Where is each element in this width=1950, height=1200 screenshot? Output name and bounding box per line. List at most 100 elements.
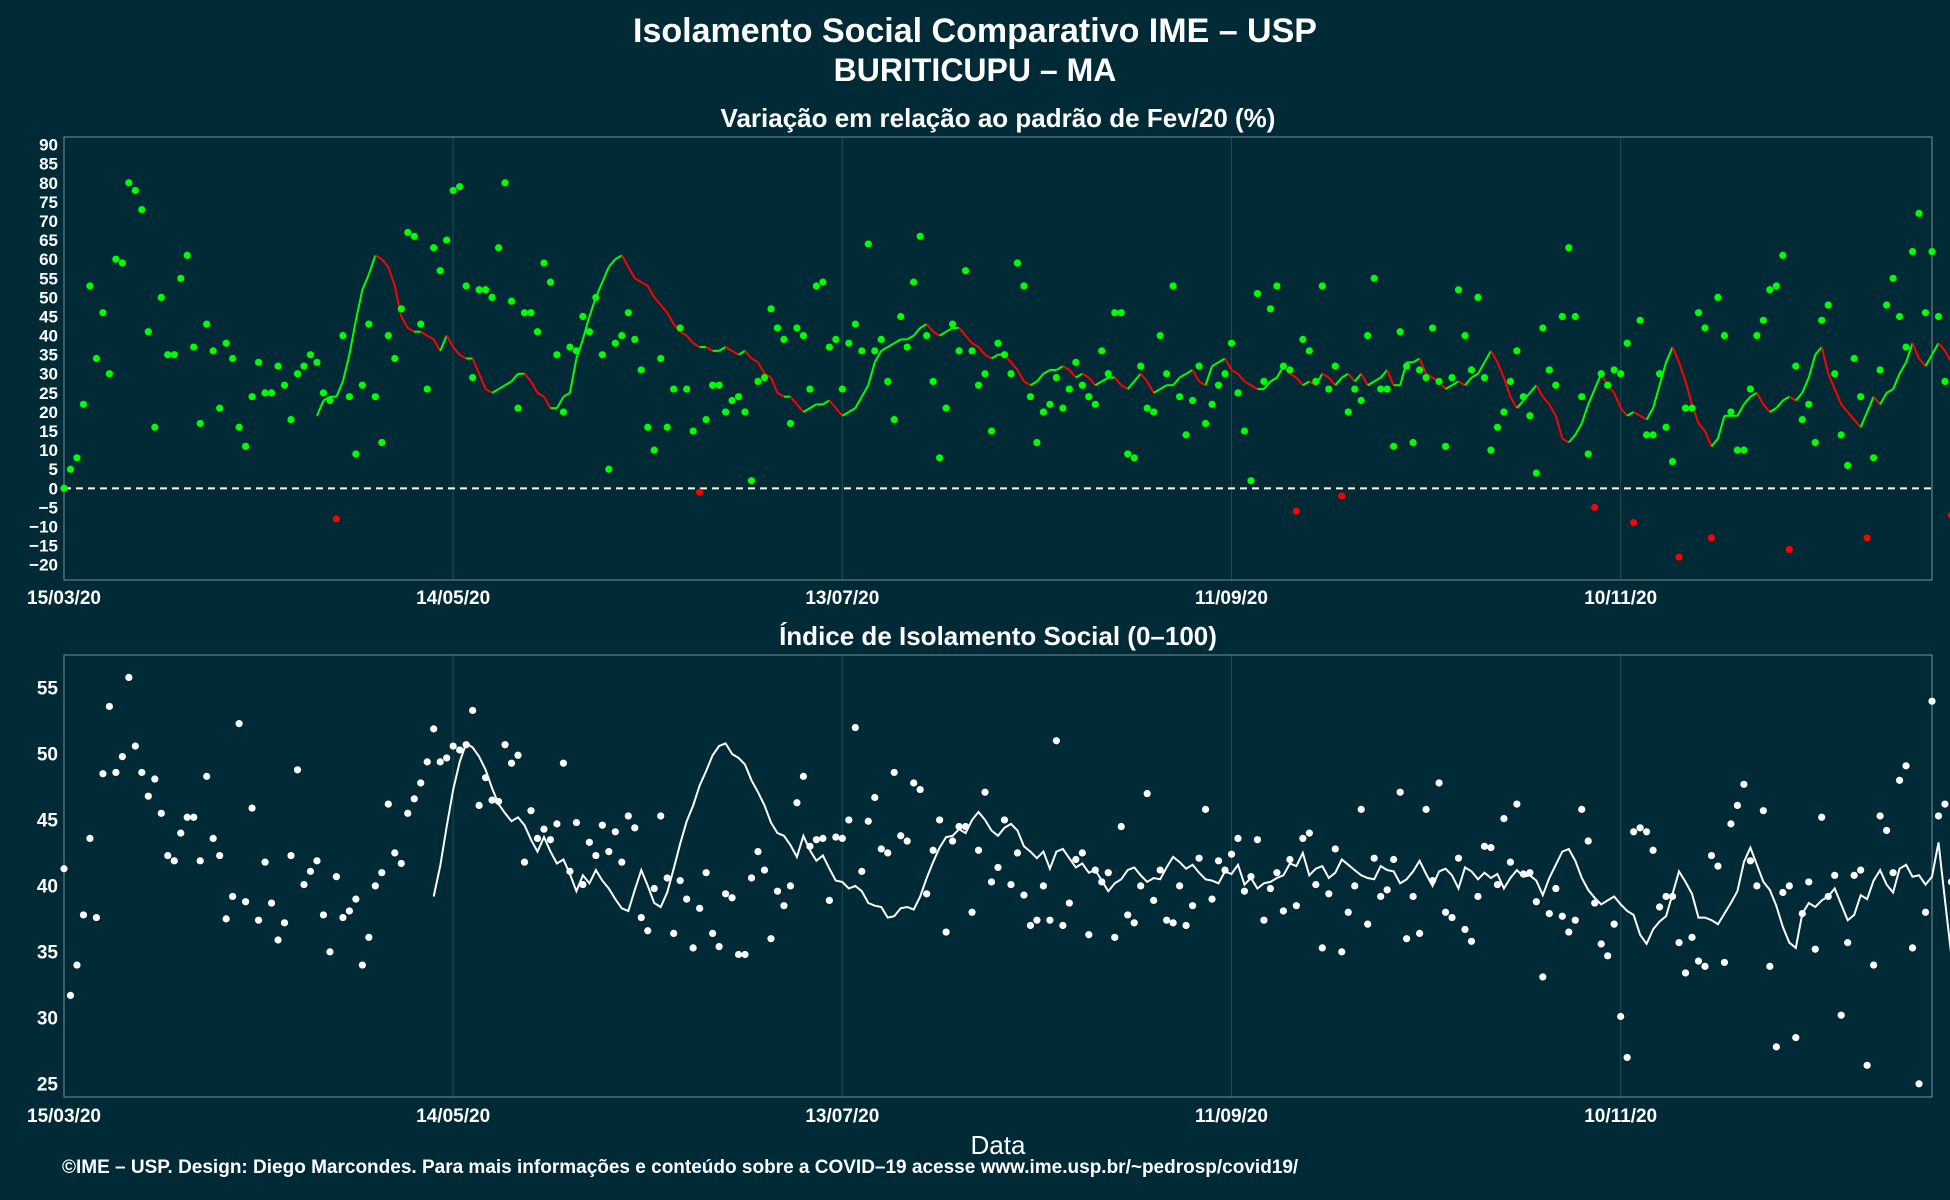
- data-point: [683, 895, 691, 903]
- moving-average-segment: [1716, 415, 1726, 439]
- data-point: [371, 393, 379, 401]
- data-point: [1493, 423, 1502, 431]
- data-point: [436, 758, 444, 766]
- data-point: [1461, 925, 1469, 934]
- panel-title: Variação em relação ao padrão de Fev/20 …: [721, 103, 1276, 133]
- data-point: [981, 788, 989, 796]
- data-point: [864, 817, 872, 825]
- data-point: [1487, 844, 1495, 852]
- data-point: [546, 278, 555, 286]
- plot-frame: [63, 654, 1933, 1098]
- moving-average-segment: [510, 373, 519, 383]
- moving-average-segment: [939, 330, 947, 337]
- moving-average-segment: [1853, 418, 1862, 428]
- data-point: [1331, 845, 1339, 853]
- data-point: [1837, 431, 1845, 439]
- data-point: [637, 366, 645, 374]
- data-point: [1902, 343, 1910, 351]
- moving-average-segment: [1477, 361, 1486, 375]
- data-point: [845, 816, 853, 824]
- data-point: [436, 267, 444, 275]
- data-point: [293, 370, 302, 378]
- data-point: [936, 816, 944, 824]
- data-point: [417, 779, 425, 787]
- data-point: [845, 339, 853, 347]
- data-point: [592, 851, 600, 860]
- data-point: [66, 991, 75, 1000]
- moving-average-segment: [1736, 403, 1745, 417]
- data-point: [1214, 381, 1223, 389]
- data-point: [1273, 282, 1281, 290]
- data-point: [1325, 890, 1333, 898]
- moving-average-segment: [543, 396, 552, 409]
- data-point: [267, 389, 276, 397]
- y-tick-label: 80: [39, 174, 58, 193]
- moving-average-segment: [485, 388, 493, 394]
- moving-average-segment: [335, 381, 344, 398]
- data-point: [1338, 492, 1346, 500]
- data-point: [1558, 912, 1566, 920]
- x-tick-label: 13/07/20: [805, 1106, 879, 1127]
- data-point: [384, 331, 392, 340]
- moving-average-segment: [1250, 384, 1258, 390]
- data-point: [462, 741, 470, 749]
- data-point: [696, 488, 704, 496]
- data-point: [1299, 834, 1307, 842]
- y-tick-label: 55: [37, 679, 59, 700]
- moving-average-segment: [400, 315, 409, 329]
- data-point: [1643, 431, 1651, 439]
- data-point: [1364, 331, 1372, 340]
- data-point: [1714, 862, 1722, 870]
- moving-average-segment: [1120, 384, 1129, 390]
- data-point: [410, 795, 418, 803]
- data-point: [566, 867, 574, 875]
- data-point: [760, 866, 769, 874]
- data-point: [916, 785, 924, 794]
- moving-average-segment: [880, 346, 889, 352]
- data-point: [352, 450, 360, 458]
- data-point: [1785, 545, 1793, 554]
- data-point: [948, 837, 957, 845]
- data-point: [1947, 511, 1950, 519]
- moving-average-segment: [1451, 380, 1460, 387]
- data-point: [92, 354, 101, 363]
- data-point: [968, 908, 976, 916]
- moving-average-segment: [1341, 372, 1349, 379]
- data-point: [618, 858, 626, 866]
- data-point: [1143, 789, 1151, 798]
- moving-average-segment: [1081, 372, 1090, 379]
- data-point: [890, 416, 898, 424]
- data-point: [806, 385, 814, 393]
- data-point: [1655, 903, 1664, 911]
- data-point: [1357, 805, 1365, 813]
- moving-average-segment: [1678, 361, 1687, 382]
- moving-average-segment: [1062, 365, 1070, 371]
- data-point: [592, 293, 600, 301]
- data-point: [897, 832, 905, 840]
- moving-average-line: [432, 741, 1950, 953]
- data-point: [780, 335, 788, 344]
- data-point: [404, 809, 412, 817]
- data-point: [1831, 871, 1839, 879]
- moving-average-segment: [776, 392, 785, 398]
- data-point: [799, 772, 808, 780]
- data-point: [494, 797, 503, 806]
- data-point: [1351, 385, 1359, 393]
- moving-average-segment: [620, 254, 630, 268]
- moving-average-segment: [1554, 415, 1564, 439]
- moving-average-segment: [1458, 380, 1466, 387]
- moving-average-segment: [835, 407, 844, 417]
- data-point: [1792, 362, 1800, 370]
- moving-average-segment: [802, 407, 811, 413]
- data-point: [1526, 412, 1534, 420]
- data-point: [1571, 916, 1579, 924]
- data-point: [1876, 366, 1884, 374]
- moving-average-segment: [1561, 437, 1570, 444]
- moving-average-segment: [744, 350, 753, 360]
- data-point: [339, 331, 347, 340]
- data-point: [1039, 882, 1048, 890]
- moving-average-segment: [854, 396, 863, 409]
- data-point: [287, 851, 295, 860]
- moving-average-segment: [1334, 376, 1343, 386]
- data-point: [773, 887, 782, 895]
